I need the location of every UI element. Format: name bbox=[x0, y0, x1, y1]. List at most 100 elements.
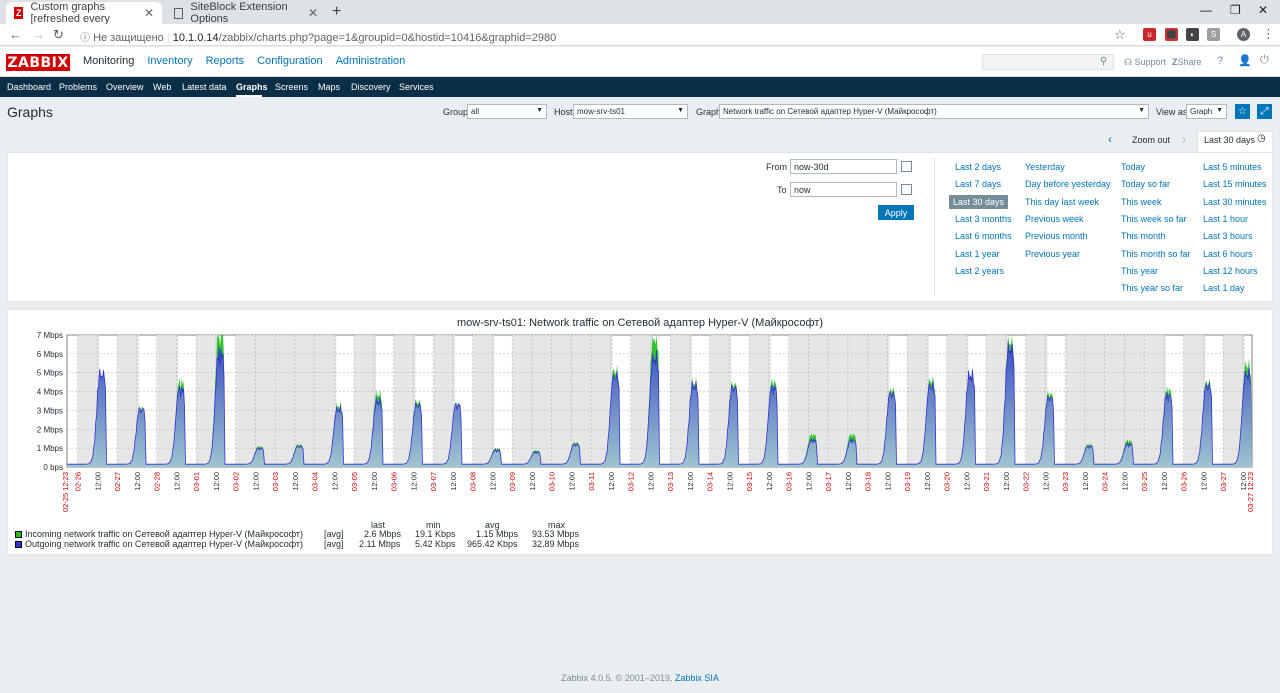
menu-monitoring[interactable]: Monitoring bbox=[83, 55, 135, 67]
submenu-services[interactable]: Services bbox=[399, 82, 434, 92]
quick-range-last-3-hours[interactable]: Last 3 hours bbox=[1203, 231, 1253, 242]
support-link[interactable]: ☊ Support bbox=[1124, 57, 1166, 68]
quick-range-last-30-minutes[interactable]: Last 30 minutes bbox=[1203, 196, 1267, 207]
fullscreen-icon[interactable]: ⤢ bbox=[1257, 104, 1272, 119]
browser-tab-active[interactable]: Z Custom graphs [refreshed every ✕ bbox=[6, 1, 162, 25]
quick-range-previous-month[interactable]: Previous month bbox=[1025, 231, 1088, 242]
to-input[interactable]: now bbox=[790, 182, 897, 197]
browser-menu-icon[interactable]: ⋮ bbox=[1262, 26, 1275, 41]
time-tab-active[interactable] bbox=[1197, 131, 1273, 153]
close-tab-icon[interactable]: ✕ bbox=[143, 6, 154, 20]
menu-reports[interactable]: Reports bbox=[205, 55, 245, 67]
prev-period-icon[interactable]: ‹ bbox=[1108, 132, 1112, 146]
forward-icon[interactable]: → bbox=[32, 27, 45, 42]
submenu-web[interactable]: Web bbox=[153, 82, 172, 92]
quick-range-this-year[interactable]: This year bbox=[1121, 265, 1159, 276]
quick-range-this-year-so-far[interactable]: This year so far bbox=[1121, 283, 1184, 294]
quick-range-this-week[interactable]: This week bbox=[1121, 196, 1162, 207]
viewas-select[interactable]: Graph ▼ bbox=[1186, 104, 1227, 119]
submenu-problems[interactable]: Problems bbox=[59, 82, 98, 92]
quick-range-last-30-days[interactable]: Last 30 days bbox=[949, 194, 1009, 209]
quick-range-last-1-hour[interactable]: Last 1 hour bbox=[1203, 213, 1249, 224]
x-tick-label-day: 03-09 bbox=[508, 472, 517, 491]
favourite-star-icon[interactable]: ☆ bbox=[1235, 104, 1250, 119]
submenu-maps[interactable]: Maps bbox=[318, 82, 341, 92]
zoom-out-button[interactable]: Zoom out bbox=[1132, 135, 1171, 145]
bookmark-star-icon[interactable]: ☆ bbox=[1114, 27, 1126, 42]
submenu-screens[interactable]: Screens bbox=[275, 82, 309, 92]
new-tab-icon[interactable]: + bbox=[332, 3, 342, 20]
extension-icon-2[interactable]: ◐ bbox=[1186, 28, 1199, 41]
quick-range-this-month-so-far[interactable]: This month so far bbox=[1121, 248, 1191, 259]
extension-icon-3[interactable]: S bbox=[1207, 28, 1220, 41]
quick-range-last-6-hours[interactable]: Last 6 hours bbox=[1203, 248, 1253, 259]
page-footer: Zabbix 4.0.5. © 2001–2019, Zabbix SIA bbox=[0, 673, 1280, 683]
quick-range-last-6-months[interactable]: Last 6 months bbox=[955, 231, 1012, 242]
y-tick-label: 1 Mbps bbox=[37, 444, 63, 453]
quick-range-last-12-hours[interactable]: Last 12 hours bbox=[1203, 265, 1258, 276]
quick-range-last-3-months[interactable]: Last 3 months bbox=[955, 213, 1012, 224]
submenu-dashboard[interactable]: Dashboard bbox=[7, 82, 52, 92]
menu-configuration[interactable]: Configuration bbox=[257, 55, 323, 67]
quick-range-last-5-minutes[interactable]: Last 5 minutes bbox=[1203, 162, 1262, 172]
quick-range-previous-year[interactable]: Previous year bbox=[1025, 248, 1081, 259]
x-tick-label-day: 02-28 bbox=[153, 472, 162, 491]
night-shade bbox=[1144, 335, 1166, 467]
ublock-extension-icon[interactable]: u bbox=[1143, 28, 1156, 41]
submenu-discovery[interactable]: Discovery bbox=[351, 82, 391, 92]
menu-administration[interactable]: Administration bbox=[335, 55, 406, 67]
help-icon[interactable]: ? bbox=[1217, 55, 1224, 67]
close-window-icon[interactable]: ✕ bbox=[1258, 3, 1269, 17]
next-period-icon[interactable]: › bbox=[1182, 132, 1186, 146]
quick-range-this-day-last-week[interactable]: This day last week bbox=[1025, 196, 1100, 207]
zabbix-logo[interactable]: ZABBIX bbox=[6, 54, 70, 71]
user-profile-icon[interactable]: 👤 bbox=[1238, 55, 1252, 67]
quick-range-this-week-so-far[interactable]: This week so far bbox=[1121, 213, 1187, 224]
quick-range-last-1-year[interactable]: Last 1 year bbox=[955, 248, 1000, 259]
from-input[interactable]: now-30d bbox=[790, 159, 897, 174]
calendar-icon[interactable] bbox=[901, 184, 912, 195]
restore-icon[interactable]: ❐ bbox=[1230, 3, 1241, 17]
search-input[interactable] bbox=[982, 54, 1114, 70]
from-label: From bbox=[766, 162, 787, 172]
submenu-graphs[interactable]: Graphs bbox=[236, 82, 268, 92]
x-tick-label-day: 03-05 bbox=[350, 472, 359, 491]
browser-tab-siteblock[interactable]: SiteBlock Extension Options ✕ bbox=[166, 1, 326, 25]
back-icon[interactable]: ← bbox=[9, 27, 22, 42]
submenu-overview[interactable]: Overview bbox=[106, 82, 144, 92]
host-select[interactable]: mow-srv-ts01 ▼ bbox=[573, 104, 688, 119]
quick-range-day-before-yesterday[interactable]: Day before yesterday bbox=[1025, 179, 1111, 190]
close-tab-icon[interactable]: ✕ bbox=[307, 6, 318, 20]
url-field[interactable]: ⓘ Не защищено | 10.1.0.14/zabbix/charts.… bbox=[80, 32, 557, 44]
group-label: Group bbox=[443, 107, 469, 117]
x-tick-label-day: 03-12 bbox=[627, 472, 636, 491]
logout-icon[interactable]: ⏻ bbox=[1260, 54, 1269, 66]
menu-inventory[interactable]: Inventory bbox=[147, 55, 193, 67]
calendar-icon[interactable] bbox=[901, 161, 912, 172]
group-select[interactable]: all ▼ bbox=[467, 104, 547, 119]
quick-range-last-15-minutes[interactable]: Last 15 minutes bbox=[1203, 179, 1267, 190]
zabbix-favicon-icon: Z bbox=[14, 7, 24, 19]
quick-range-last-7-days[interactable]: Last 7 days bbox=[955, 179, 1002, 190]
submenu-latest-data[interactable]: Latest data bbox=[182, 82, 227, 92]
quick-range-this-month[interactable]: This month bbox=[1121, 231, 1166, 242]
profile-avatar[interactable]: A bbox=[1237, 28, 1250, 41]
x-tick-label-noon: 12:00 bbox=[1160, 472, 1169, 491]
quick-range-last-2-years[interactable]: Last 2 years bbox=[955, 265, 1005, 276]
quick-range-previous-week[interactable]: Previous week bbox=[1025, 213, 1084, 224]
apply-button[interactable]: Apply bbox=[878, 205, 914, 220]
share-link[interactable]: ZShare bbox=[1172, 57, 1202, 67]
footer-link[interactable]: Zabbix SIA bbox=[674, 673, 719, 683]
x-tick-label-day: 03-23 bbox=[1061, 472, 1070, 491]
quick-range-last-2-days[interactable]: Last 2 days bbox=[955, 162, 1002, 172]
reload-icon[interactable]: ↻ bbox=[53, 27, 64, 42]
extension-icon[interactable]: ⬛ bbox=[1165, 28, 1178, 41]
minimize-icon[interactable]: — bbox=[1200, 3, 1212, 17]
quick-range-last-1-day[interactable]: Last 1 day bbox=[1203, 283, 1245, 294]
quick-range-today[interactable]: Today bbox=[1121, 162, 1146, 172]
graph-select[interactable]: Network traffic on Сетевой адаптер Hyper… bbox=[719, 104, 1149, 119]
quick-range-today-so-far[interactable]: Today so far bbox=[1121, 179, 1171, 190]
search-icon[interactable]: ⚲ bbox=[1100, 56, 1108, 67]
security-warning-icon: ⓘ bbox=[80, 33, 90, 44]
quick-range-yesterday[interactable]: Yesterday bbox=[1025, 162, 1065, 172]
